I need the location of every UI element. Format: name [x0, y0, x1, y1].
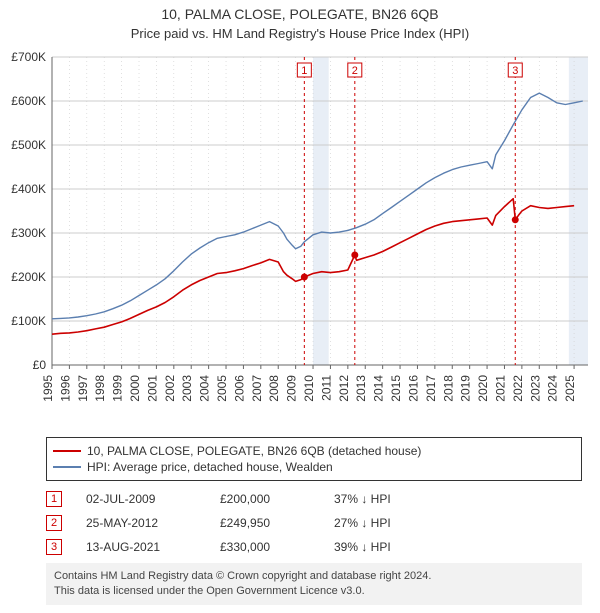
svg-text:2002: 2002 — [163, 375, 177, 402]
svg-text:2021: 2021 — [493, 375, 507, 402]
event-row: 2 25-MAY-2012 £249,950 27% ↓ HPI — [46, 511, 582, 535]
svg-text:1999: 1999 — [111, 375, 125, 402]
legend-item: 10, PALMA CLOSE, POLEGATE, BN26 6QB (det… — [53, 444, 575, 458]
title-main: 10, PALMA CLOSE, POLEGATE, BN26 6QB — [4, 6, 596, 22]
svg-text:1995: 1995 — [41, 375, 55, 402]
events-table: 1 02-JUL-2009 £200,000 37% ↓ HPI 2 25-MAY-201… — [46, 487, 582, 559]
svg-text:1: 1 — [301, 65, 307, 77]
svg-text:£300K: £300K — [11, 226, 46, 240]
svg-text:2017: 2017 — [424, 375, 438, 402]
event-price: £249,950 — [220, 516, 310, 530]
event-marker: 2 — [46, 515, 62, 531]
legend-label: 10, PALMA CLOSE, POLEGATE, BN26 6QB (det… — [87, 444, 421, 458]
event-delta: 37% ↓ HPI — [334, 492, 434, 506]
svg-text:£500K: £500K — [11, 138, 46, 152]
event-delta: 39% ↓ HPI — [334, 540, 434, 554]
svg-text:3: 3 — [512, 65, 518, 77]
svg-text:2000: 2000 — [128, 375, 142, 402]
svg-text:2010: 2010 — [302, 375, 316, 402]
chart: £0 £100K £200K £300K £400K £500K £600K £700K 199… — [0, 49, 600, 429]
svg-text:2016: 2016 — [406, 375, 420, 402]
svg-text:2012: 2012 — [337, 375, 351, 402]
event-marker: 3 — [46, 539, 62, 555]
legend-swatch — [53, 466, 81, 468]
svg-text:2023: 2023 — [528, 375, 542, 402]
svg-text:£600K: £600K — [11, 94, 46, 108]
legend: 10, PALMA CLOSE, POLEGATE, BN26 6QB (det… — [46, 437, 582, 481]
titles: 10, PALMA CLOSE, POLEGATE, BN26 6QB Pric… — [0, 0, 600, 49]
svg-text:1996: 1996 — [58, 375, 72, 402]
title-sub: Price paid vs. HM Land Registry's House … — [4, 26, 596, 41]
svg-text:2001: 2001 — [145, 375, 159, 402]
svg-text:2005: 2005 — [215, 375, 229, 402]
svg-text:2003: 2003 — [180, 375, 194, 402]
svg-text:£100K: £100K — [11, 314, 46, 328]
svg-text:£400K: £400K — [11, 182, 46, 196]
svg-text:1998: 1998 — [93, 375, 107, 402]
footnote-line: Contains HM Land Registry data © Crown c… — [54, 569, 574, 584]
event-price: £330,000 — [220, 540, 310, 554]
legend-label: HPI: Average price, detached house, Weal… — [87, 460, 333, 474]
svg-text:2022: 2022 — [511, 375, 525, 402]
event-date: 25-MAY-2012 — [86, 516, 196, 530]
footnote: Contains HM Land Registry data © Crown c… — [46, 563, 582, 605]
chart-container: { "titles": { "main": "10, PALMA CLOSE, … — [0, 0, 600, 605]
svg-text:£700K: £700K — [11, 50, 46, 64]
chart-svg: £0 £100K £200K £300K £400K £500K £600K £700K 199… — [0, 49, 600, 429]
svg-text:2007: 2007 — [250, 375, 264, 402]
svg-text:2006: 2006 — [232, 375, 246, 402]
svg-text:2015: 2015 — [389, 375, 403, 402]
svg-text:2011: 2011 — [319, 375, 333, 401]
svg-text:2008: 2008 — [267, 375, 281, 402]
svg-text:2014: 2014 — [372, 375, 386, 402]
event-date: 02-JUL-2009 — [86, 492, 196, 506]
footnote-line: This data is licensed under the Open Gov… — [54, 584, 574, 599]
svg-text:£200K: £200K — [11, 270, 46, 284]
legend-item: HPI: Average price, detached house, Weal… — [53, 460, 575, 474]
svg-text:£0: £0 — [33, 358, 47, 372]
legend-swatch — [53, 450, 81, 452]
event-row: 3 13-AUG-2021 £330,000 39% ↓ HPI — [46, 535, 582, 559]
svg-text:2019: 2019 — [459, 375, 473, 402]
svg-text:2013: 2013 — [354, 375, 368, 402]
svg-text:2004: 2004 — [198, 375, 212, 402]
svg-text:2024: 2024 — [546, 375, 560, 402]
svg-text:2025: 2025 — [563, 375, 577, 402]
svg-text:2009: 2009 — [285, 375, 299, 402]
svg-text:2020: 2020 — [476, 375, 490, 402]
svg-text:1997: 1997 — [76, 375, 90, 402]
svg-text:2: 2 — [352, 65, 358, 77]
event-marker: 1 — [46, 491, 62, 507]
svg-text:2018: 2018 — [441, 375, 455, 402]
event-price: £200,000 — [220, 492, 310, 506]
event-row: 1 02-JUL-2009 £200,000 37% ↓ HPI — [46, 487, 582, 511]
event-delta: 27% ↓ HPI — [334, 516, 434, 530]
event-date: 13-AUG-2021 — [86, 540, 196, 554]
